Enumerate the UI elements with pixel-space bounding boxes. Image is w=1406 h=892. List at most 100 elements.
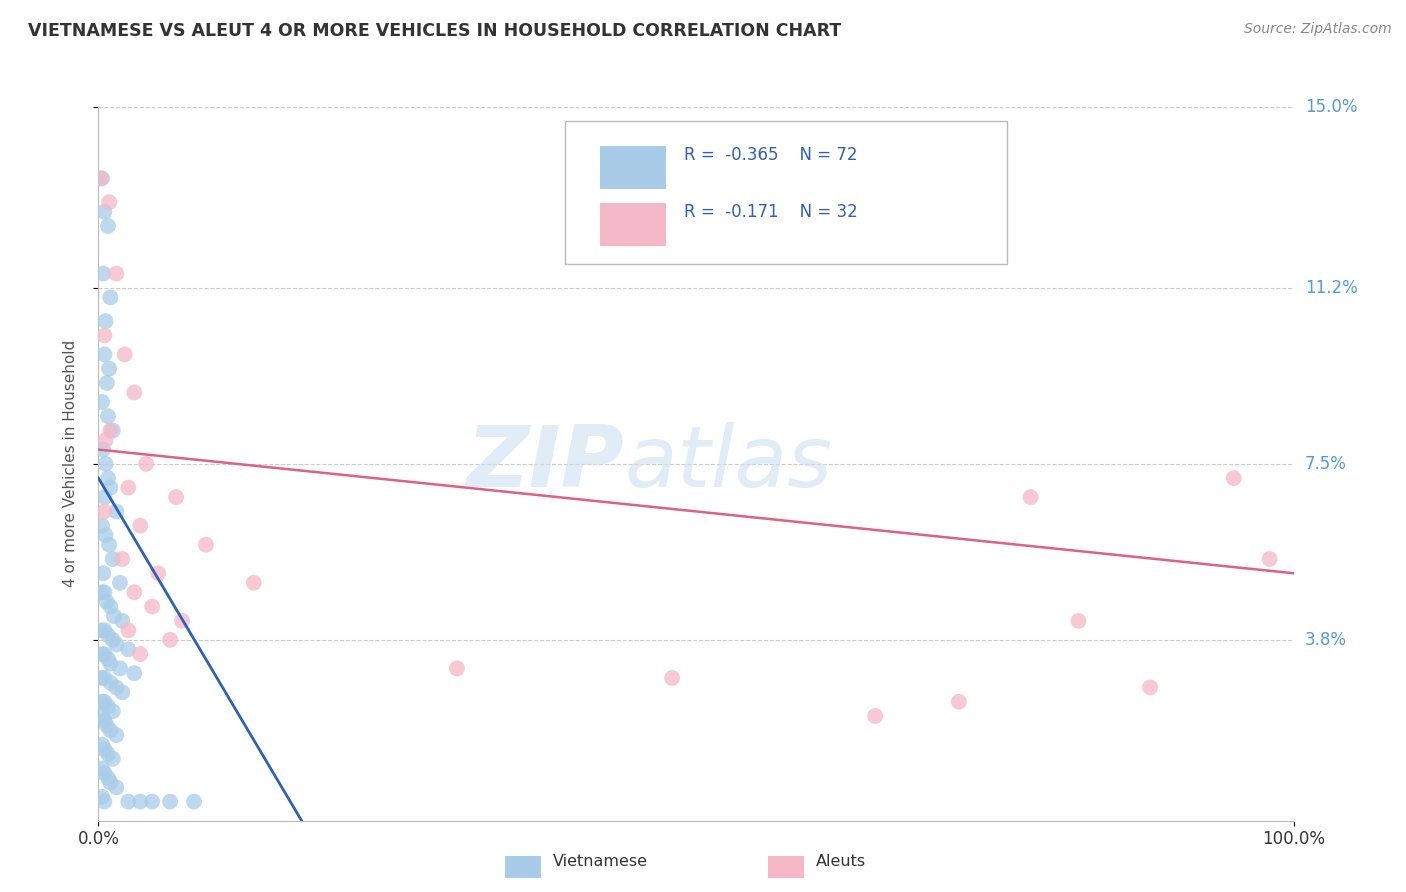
FancyBboxPatch shape (505, 856, 540, 878)
Point (98, 538, 121, 552)
FancyBboxPatch shape (565, 121, 1007, 264)
Point (135, 457, 157, 471)
Point (91, 761, 114, 775)
Point (108, 661, 131, 675)
Point (91, 566, 114, 581)
Point (97, 409, 120, 424)
Point (91, 442, 114, 457)
Text: R =  -0.365    N = 72: R = -0.365 N = 72 (685, 146, 858, 164)
Point (242, 575, 264, 590)
Point (91, 171, 114, 186)
Point (97, 471, 120, 485)
Point (1139, 681, 1161, 695)
Point (98, 675, 122, 690)
Point (93, 766, 115, 780)
FancyBboxPatch shape (768, 856, 804, 878)
Point (90, 171, 112, 186)
Point (91, 671, 114, 685)
Point (105, 504, 128, 518)
Point (97, 699, 120, 714)
Point (101, 752, 124, 766)
Point (117, 481, 139, 495)
Point (103, 609, 125, 624)
Point (93, 347, 115, 361)
Point (96, 595, 118, 609)
Point (98, 290, 122, 304)
Y-axis label: 4 or more Vehicles in Household: 4 or more Vehicles in Household (63, 340, 77, 588)
Point (129, 795, 152, 809)
Point (91, 624, 114, 638)
Point (124, 585, 146, 599)
Point (661, 671, 683, 685)
Point (159, 795, 181, 809)
Point (446, 661, 468, 675)
Text: VIETNAMESE VS ALEUT 4 OR MORE VEHICLES IN HOUSEHOLD CORRELATION CHART: VIETNAMESE VS ALEUT 4 OR MORE VEHICLES I… (28, 22, 841, 40)
Text: Vietnamese: Vietnamese (553, 855, 648, 869)
Point (91, 395, 114, 409)
FancyBboxPatch shape (600, 146, 666, 189)
Point (93, 671, 115, 685)
Point (93, 204, 115, 219)
Point (165, 490, 187, 504)
Point (194, 538, 217, 552)
Point (98, 424, 122, 438)
Point (98, 599, 122, 614)
Text: R =  -0.171    N = 32: R = -0.171 N = 32 (685, 203, 858, 221)
Point (96, 376, 118, 390)
Point (114, 347, 136, 361)
Point (183, 795, 205, 809)
Point (111, 552, 134, 566)
Point (97, 771, 120, 785)
Point (93, 624, 115, 638)
Point (111, 614, 134, 628)
Text: ZIP: ZIP (467, 422, 624, 506)
Point (91, 789, 114, 804)
Point (129, 647, 152, 661)
Point (98, 361, 121, 376)
Text: Aleuts: Aleuts (815, 855, 866, 869)
Point (94, 528, 117, 542)
Point (101, 424, 124, 438)
Point (1258, 552, 1281, 566)
Point (91, 738, 114, 752)
Point (98, 657, 122, 671)
Text: Source: ZipAtlas.com: Source: ZipAtlas.com (1244, 22, 1392, 37)
Point (101, 552, 124, 566)
Point (172, 614, 194, 628)
Point (97, 652, 120, 666)
Point (111, 685, 134, 699)
Point (1019, 490, 1042, 504)
Point (97, 747, 120, 761)
Point (93, 742, 115, 756)
Point (91, 518, 114, 533)
Text: 15.0%: 15.0% (1305, 98, 1357, 116)
Point (93, 695, 115, 709)
Text: atlas: atlas (624, 422, 832, 506)
Point (91, 585, 114, 599)
Point (105, 638, 128, 652)
Point (98, 775, 122, 789)
FancyBboxPatch shape (600, 203, 666, 246)
Point (91, 267, 114, 281)
Point (105, 681, 128, 695)
Point (98, 723, 122, 738)
Point (93, 490, 115, 504)
Point (98, 481, 122, 495)
Point (94, 314, 117, 328)
Point (93, 647, 115, 661)
Point (94, 457, 117, 471)
Point (98, 195, 121, 210)
Point (108, 575, 131, 590)
Point (117, 624, 139, 638)
Point (1222, 471, 1246, 485)
Point (93, 328, 115, 343)
Point (91, 709, 114, 723)
Point (117, 642, 139, 657)
Point (141, 599, 163, 614)
Point (948, 695, 970, 709)
Point (101, 632, 124, 647)
Point (105, 267, 128, 281)
Point (97, 219, 120, 233)
Point (96, 718, 118, 732)
Point (117, 795, 139, 809)
